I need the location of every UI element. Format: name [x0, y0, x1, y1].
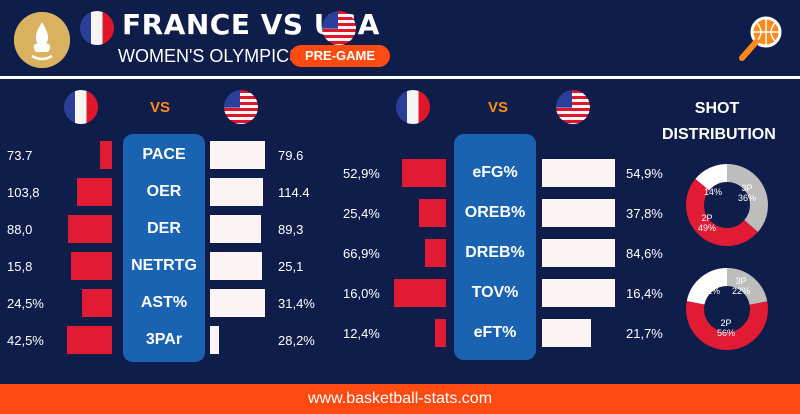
- france-shot-donut: [686, 164, 768, 246]
- right-france-flag-icon: [396, 90, 430, 124]
- france-value-tov: 16,0%: [343, 286, 380, 301]
- france-value-oer: 103,8: [7, 185, 40, 200]
- stat-label-oer: OER: [146, 183, 182, 200]
- france-bar-tov: [394, 279, 446, 307]
- france-value-efg: 52,9%: [343, 166, 380, 181]
- stat-label-netrtg: NETRTG: [131, 257, 197, 274]
- france-bar-3par: [67, 326, 112, 354]
- france-value-der: 88,0: [7, 222, 33, 237]
- usa-value-der: 89,3: [278, 222, 304, 237]
- france-bar-der: [68, 215, 112, 243]
- france-bar-dreb: [425, 239, 446, 267]
- usa-bar-eft: [542, 319, 591, 347]
- usa-2p-label: 2P 56%: [716, 318, 735, 338]
- stat-label-pace: PACE: [142, 146, 186, 163]
- france-value-3par: 42,5%: [7, 333, 44, 348]
- usa-bar-oreb: [542, 199, 615, 227]
- page-subtitle: WOMEN'S OLYMPICS: [118, 46, 302, 66]
- france-bar-efg: [402, 159, 446, 187]
- usa-value-tov: 16,4%: [626, 286, 663, 301]
- france-value-pace: 73.7: [7, 148, 33, 163]
- stat-label-ast: AST%: [140, 294, 188, 311]
- usa-value-efg: 54,9%: [626, 166, 663, 181]
- france-2p-label: 2P 49%: [697, 213, 716, 233]
- usa-donut-hole: [709, 291, 745, 327]
- france-flag-icon: [80, 11, 114, 45]
- france-bar-pace: [100, 141, 112, 169]
- usa-value-oer: 114.4: [278, 185, 310, 200]
- usa-bar-oer: [210, 178, 263, 206]
- france-bar-oer: [77, 178, 112, 206]
- france-bar-eft: [435, 319, 446, 347]
- right-vs-label: VS: [488, 99, 509, 116]
- stat-label-3par: 3PAr: [145, 331, 183, 348]
- pre-game-badge: PRE-GAME: [290, 45, 390, 67]
- footer-bar: [0, 384, 800, 414]
- france-value-netrtg: 15,8: [7, 259, 33, 274]
- france-bar-ast: [82, 289, 112, 317]
- usa-value-3par: 28,2%: [278, 333, 315, 348]
- usa-bar-der: [210, 215, 261, 243]
- usa-flag-icon: [322, 11, 356, 45]
- stat-label-der: DER: [147, 220, 181, 237]
- france-value-eft: 12,4%: [343, 326, 380, 341]
- france-value-oreb: 25,4%: [343, 206, 380, 221]
- usa-ft-label: FT 22%: [701, 276, 720, 296]
- france-2p-slice: [686, 164, 768, 246]
- olympics-logo: [14, 12, 70, 68]
- usa-value-netrtg: 25,1: [278, 259, 304, 274]
- france-donut-hole: [709, 187, 745, 223]
- usa-shot-donut: [686, 268, 768, 350]
- header-divider: [0, 76, 800, 79]
- left-vs-label: VS: [150, 99, 171, 116]
- basketball-search-icon: [736, 12, 788, 64]
- usa-bar-netrtg: [210, 252, 262, 280]
- france-ft-label: FT 14%: [703, 177, 722, 197]
- usa-bar-ast: [210, 289, 265, 317]
- usa-bar-3par: [210, 326, 219, 354]
- france-3p-label: 3P 36%: [737, 183, 756, 203]
- stat-label-tov: TOV%: [471, 284, 519, 301]
- usa-ft-slice: [686, 268, 768, 350]
- usa-bar-efg: [542, 159, 615, 187]
- france-ft-slice: [686, 164, 768, 246]
- shot-distribution-title-line2: DISTRIBUTION: [662, 126, 776, 143]
- stat-label-dreb: DREB%: [465, 244, 525, 261]
- usa-value-dreb: 84,6%: [626, 246, 663, 261]
- left-france-flag-icon: [64, 90, 98, 124]
- france-value-ast: 24,5%: [7, 296, 44, 311]
- right-stat-box: [454, 134, 536, 360]
- usa-value-pace: 79.6: [278, 148, 304, 163]
- usa-bar-tov: [542, 279, 615, 307]
- usa-3p-label: 3P 22%: [731, 276, 750, 296]
- france-bar-netrtg: [71, 252, 112, 280]
- usa-value-oreb: 37,8%: [626, 206, 663, 221]
- france-bar-oreb: [419, 199, 446, 227]
- usa-bar-pace: [210, 141, 265, 169]
- stat-label-efg: eFG%: [472, 164, 518, 181]
- left-usa-flag-icon: [224, 90, 258, 124]
- usa-value-eft: 21,7%: [626, 326, 663, 341]
- shot-distribution-title-line1: SHOT: [694, 100, 740, 117]
- stat-label-eft: eFT%: [473, 324, 517, 341]
- footer-url-link[interactable]: www.basketball-stats.com: [307, 390, 493, 407]
- stat-label-oreb: OREB%: [464, 204, 526, 221]
- right-usa-flag-icon: [556, 90, 590, 124]
- left-stat-box: [123, 134, 205, 362]
- usa-bar-dreb: [542, 239, 615, 267]
- france-value-dreb: 66,9%: [343, 246, 380, 261]
- usa-2p-slice: [686, 268, 768, 350]
- usa-value-ast: 31,4%: [278, 296, 315, 311]
